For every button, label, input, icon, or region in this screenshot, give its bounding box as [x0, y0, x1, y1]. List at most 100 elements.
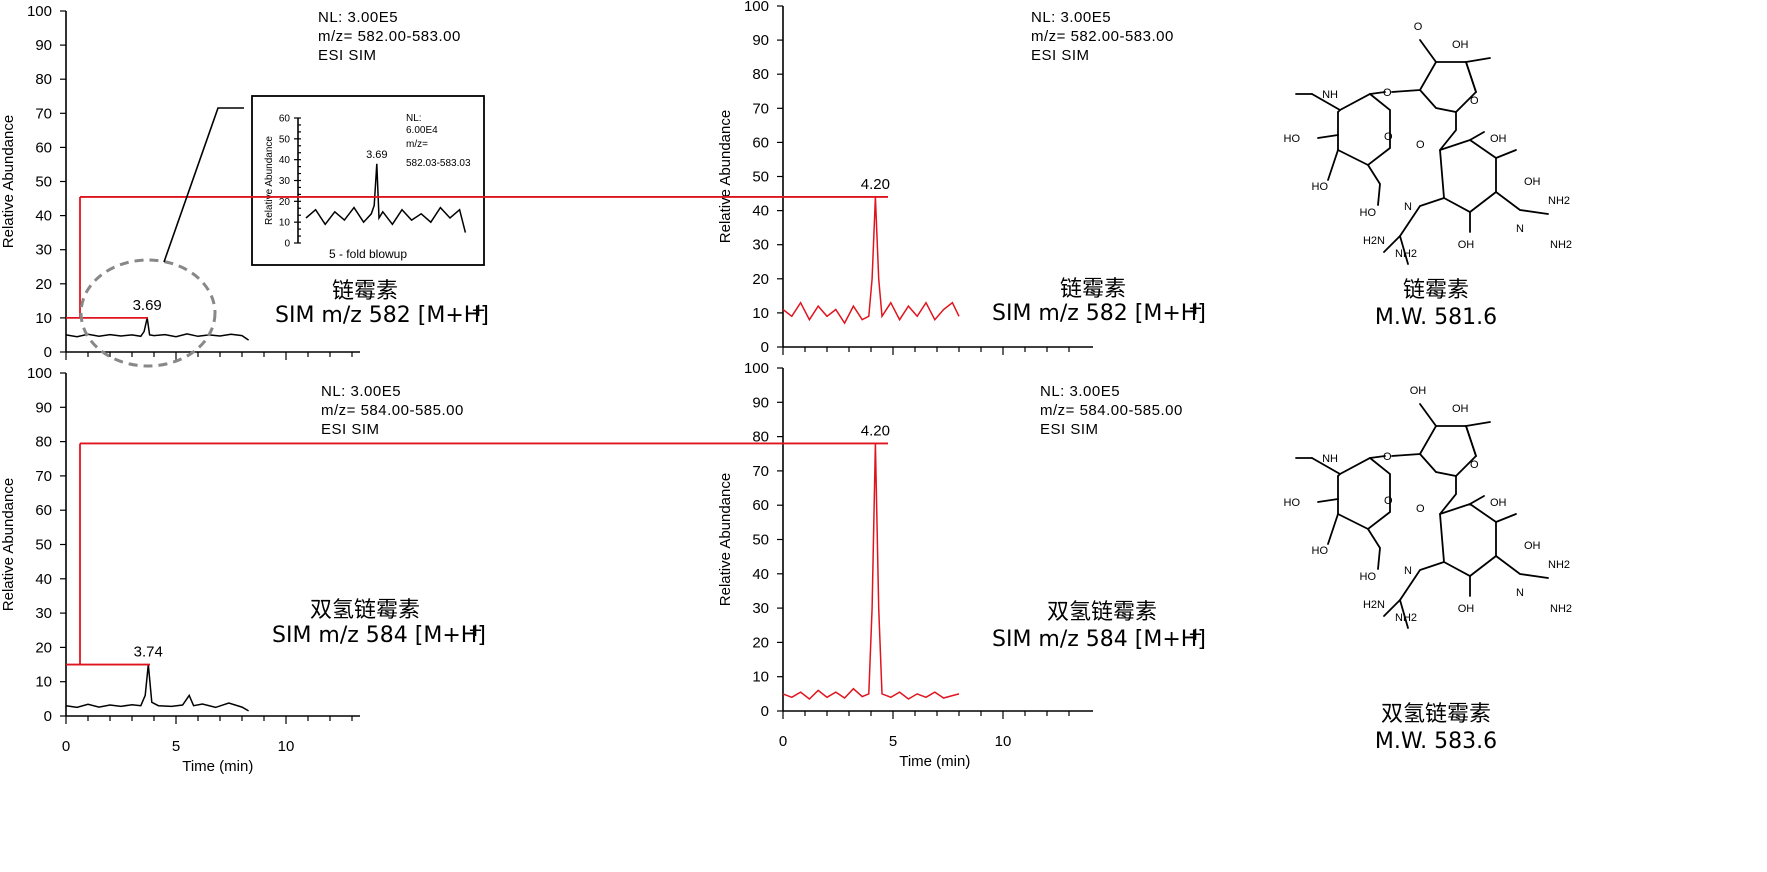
bond	[1439, 503, 1497, 578]
peak-label: 4.20	[861, 422, 890, 439]
bond	[1383, 561, 1445, 617]
y-tick-label: 30	[35, 242, 52, 259]
x-tick-label: 0	[62, 738, 70, 755]
atom-label: OH	[1452, 39, 1469, 51]
peak-label: 3.69	[133, 297, 162, 314]
panel-streptomycin-sample: 0 10 20 30 40 50 60 70 80 90 100 Relative Abundance…	[717, 0, 1206, 356]
y-tick-label: 80	[752, 429, 769, 446]
superscript-plus: +	[468, 620, 483, 641]
y-tick-label: 0	[44, 344, 52, 361]
y-tick-label: 10	[752, 669, 769, 686]
peak-label: 3.74	[134, 644, 163, 661]
inset-info-line: m/z=	[406, 139, 428, 150]
bond	[1465, 57, 1491, 63]
bond	[1399, 599, 1409, 629]
info-line: m/z= 582.00-583.00	[318, 28, 461, 45]
y-tick-label: 50	[35, 174, 52, 191]
atom-label: H2N	[1363, 599, 1385, 611]
atom-label: HO	[1284, 133, 1301, 145]
atom-label: OH	[1490, 497, 1507, 509]
atom-label: NH2	[1550, 239, 1572, 251]
y-tick-label: 20	[35, 276, 52, 293]
bond	[1399, 235, 1409, 265]
y-tick-label: 60	[752, 134, 769, 151]
superscript-plus: +	[1188, 624, 1203, 645]
bond	[1419, 403, 1437, 427]
inset-info-line: 582.03-583.03	[406, 158, 471, 169]
bond	[1495, 555, 1549, 579]
inset-y-tick-label: 30	[279, 176, 291, 187]
atom-label: O	[1383, 451, 1392, 463]
bond	[1311, 92, 1391, 167]
atom-label: OH	[1410, 385, 1427, 397]
series-line	[782, 196, 960, 325]
x-tick-label: 5	[172, 738, 180, 755]
y-tick-label: 10	[35, 310, 52, 327]
y-tick-label: 0	[44, 708, 52, 725]
bond	[1369, 91, 1386, 95]
atom-label: HO	[1312, 181, 1329, 193]
atom-label: O	[1416, 503, 1425, 515]
y-tick-label: 60	[35, 139, 52, 156]
y-tick-label: 90	[35, 399, 52, 416]
compound-name: 双氢链霉素	[1047, 600, 1157, 625]
y-tick-label: 80	[35, 71, 52, 88]
compound-sim-label: SIM m/z 584 [M+H]	[992, 627, 1206, 652]
superscript-plus: +	[471, 300, 486, 321]
info-line: m/z= 582.00-583.00	[1031, 28, 1174, 45]
y-tick-label: 60	[35, 502, 52, 519]
compound-name: 链霉素	[332, 279, 398, 304]
inset-series-line	[305, 163, 467, 233]
y-tick-label: 40	[752, 203, 769, 220]
x-tick-label: 0	[779, 733, 787, 750]
bond	[1391, 425, 1478, 477]
y-axis-label: Relative Abundance	[717, 110, 734, 243]
bond	[1327, 149, 1339, 181]
y-tick-label: 90	[752, 394, 769, 411]
y-axis-label: Relative Abundance	[0, 115, 17, 248]
bond	[1465, 425, 1477, 457]
atom-label: O	[1470, 95, 1479, 107]
y-tick-label: 80	[35, 434, 52, 451]
bond	[1391, 61, 1478, 113]
inset-info-line: 6.00E4	[406, 125, 438, 136]
y-tick-label: 60	[752, 497, 769, 514]
bond	[1439, 139, 1497, 214]
y-tick-label: 80	[752, 66, 769, 83]
panel-dihydrostreptomycin-sample: 0 10 20 30 40 50 60 70 80 90 100 0 5 10 Time (min) Rela…	[717, 360, 1206, 770]
bond	[1369, 455, 1386, 459]
x-axis-label: Time (min)	[899, 753, 970, 770]
atom-label: HO	[1360, 571, 1377, 583]
y-tick-label: 50	[752, 532, 769, 549]
structure-name: 双氢链霉素	[1381, 702, 1491, 727]
bond	[1337, 473, 1341, 477]
y-tick-label: 0	[761, 339, 769, 356]
bond	[1439, 475, 1457, 515]
atom-label: OH	[1524, 540, 1541, 552]
info-line: ESI SIM	[321, 421, 380, 438]
compound-sim-label: SIM m/z 584 [M+H]	[272, 623, 486, 648]
series-line	[782, 443, 960, 700]
bond	[1465, 421, 1491, 427]
y-tick-label: 100	[27, 3, 52, 20]
y-tick-label: 90	[752, 32, 769, 49]
y-tick-label: 90	[35, 37, 52, 54]
molecular-weight: M.W. 581.6	[1375, 305, 1497, 330]
y-tick-label: 50	[752, 169, 769, 186]
bond	[1311, 456, 1391, 531]
atom-label: HO	[1312, 545, 1329, 557]
y-axis-label: Relative Abundance	[0, 478, 17, 611]
atom-label: O	[1383, 87, 1392, 99]
atom-label: N	[1516, 587, 1524, 599]
inset-y-tick-label: 10	[279, 218, 291, 229]
info-line: NL: 3.00E5	[1031, 9, 1111, 26]
bond	[1327, 513, 1339, 545]
annotations	[66, 107, 888, 666]
y-tick-label: 50	[35, 537, 52, 554]
series-line	[65, 317, 250, 341]
structure-name: 链霉素	[1403, 278, 1469, 303]
y-tick-label: 100	[744, 360, 769, 377]
